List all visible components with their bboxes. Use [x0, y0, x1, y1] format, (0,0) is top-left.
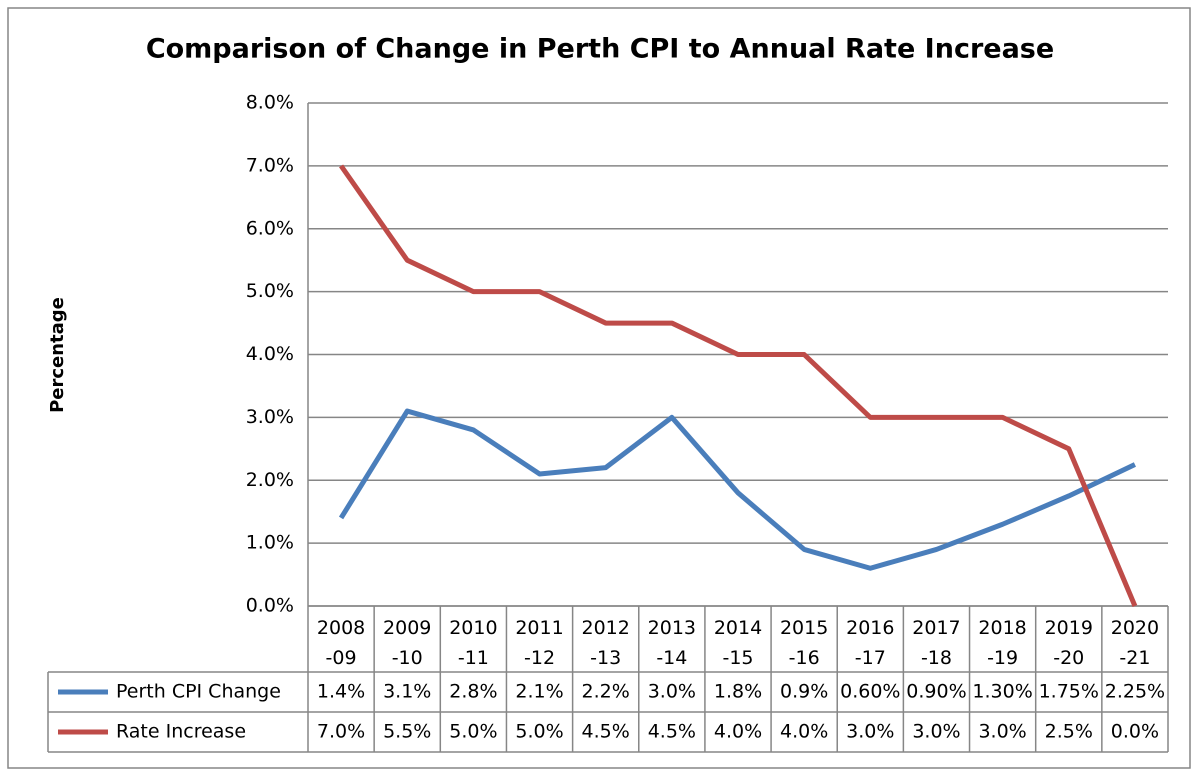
x-tick-label: 2016 -17: [846, 617, 894, 669]
y-tick-label: 1.0%: [246, 532, 294, 554]
x-tick-label-part: -20: [1053, 647, 1084, 669]
x-tick-label-part: 2020: [1111, 617, 1159, 639]
y-tick-label: 7.0%: [246, 154, 294, 176]
series-line: [338, 408, 1136, 571]
table-value: 0.9%: [780, 681, 828, 703]
table-value: 3.0%: [846, 721, 894, 743]
x-tick-label-part: -10: [392, 647, 423, 669]
y-tick-label: 0.0%: [246, 595, 294, 617]
table-value: 1.75%: [1039, 681, 1099, 703]
x-tick-label-part: 2009: [383, 617, 431, 639]
table-value: 7.0%: [317, 721, 365, 743]
table-value: 2.8%: [449, 681, 497, 703]
x-tick-label: 2013 -14: [648, 617, 696, 669]
x-tick-label-part: 2015: [780, 617, 828, 639]
table-value: 2.1%: [515, 681, 563, 703]
x-tick-label-part: -18: [921, 647, 952, 669]
y-tick-label: 3.0%: [246, 406, 294, 428]
x-tick-label: 2018 -19: [978, 617, 1026, 669]
table-value: 1.30%: [972, 681, 1032, 703]
y-tick-label: 5.0%: [246, 280, 294, 302]
x-tick-label-part: -16: [789, 647, 820, 669]
table-value: 3.1%: [383, 681, 431, 703]
x-tick-label-part: 2017: [912, 617, 960, 639]
x-tick-label-part: 2018: [978, 617, 1026, 639]
x-tick-label-part: -11: [458, 647, 489, 669]
legend-label: Rate Increase: [116, 721, 246, 743]
table-value: 2.25%: [1105, 681, 1165, 703]
y-axis-label: Percentage: [47, 297, 68, 413]
x-tick-label: 2019 -20: [1045, 617, 1093, 669]
x-tick-label-part: 2016: [846, 617, 894, 639]
x-tick-label-part: 2012: [582, 617, 630, 639]
table-value: 2.5%: [1045, 721, 1093, 743]
table-value: 3.0%: [978, 721, 1026, 743]
table-value: 4.0%: [714, 721, 762, 743]
x-tick-label-part: -21: [1119, 647, 1150, 669]
table-value: 3.0%: [648, 681, 696, 703]
table-value: 1.8%: [714, 681, 762, 703]
table-value: 2.2%: [582, 681, 630, 703]
x-tick-label-part: 2014: [714, 617, 762, 639]
x-tick-label: 2012 -13: [582, 617, 630, 669]
x-tick-label-part: 2010: [449, 617, 497, 639]
legend-label: Perth CPI Change: [116, 681, 281, 703]
table-value: 5.5%: [383, 721, 431, 743]
x-tick-label-part: 2008: [317, 617, 365, 639]
y-tick-label: 4.0%: [246, 343, 294, 365]
table-value: 5.0%: [515, 721, 563, 743]
table-value: 0.60%: [840, 681, 900, 703]
table-value: 0.90%: [906, 681, 966, 703]
table-value: 4.5%: [582, 721, 630, 743]
chart-title: Comparison of Change in Perth CPI to Ann…: [146, 34, 1054, 65]
table-value: 5.0%: [449, 721, 497, 743]
table-value: 4.5%: [648, 721, 696, 743]
table-value: 4.0%: [780, 721, 828, 743]
y-tick-label: 8.0%: [246, 92, 294, 114]
table-value: 0.0%: [1111, 721, 1159, 743]
x-tick-label-part: -19: [987, 647, 1018, 669]
x-tick-label: 2009 -10: [383, 617, 431, 669]
y-tick-label: 6.0%: [246, 217, 294, 239]
x-tick-label-part: 2011: [515, 617, 563, 639]
x-tick-label: 2015 -16: [780, 617, 828, 669]
x-tick-label: 2020 -21: [1111, 617, 1159, 669]
table-value: 3.0%: [912, 721, 960, 743]
x-tick-label: 2017 -18: [912, 617, 960, 669]
series-line: [339, 164, 1138, 607]
x-tick-label-part: 2013: [648, 617, 696, 639]
x-tick-label-part: -09: [326, 647, 357, 669]
table-value: 1.4%: [317, 681, 365, 703]
chart-border: [7, 7, 1191, 769]
x-tick-label: 2014 -15: [714, 617, 762, 669]
x-tick-label-part: -15: [722, 647, 753, 669]
x-tick-label-part: 2019: [1045, 617, 1093, 639]
x-tick-label-part: -13: [590, 647, 621, 669]
x-tick-label-part: -12: [524, 647, 555, 669]
x-tick-label-part: -17: [855, 647, 886, 669]
x-tick-label: 2008 -09: [317, 617, 365, 669]
x-tick-label: 2011 -12: [515, 617, 563, 669]
x-tick-label-part: -14: [656, 647, 687, 669]
x-tick-label: 2010 -11: [449, 617, 497, 669]
y-tick-label: 2.0%: [246, 469, 294, 491]
